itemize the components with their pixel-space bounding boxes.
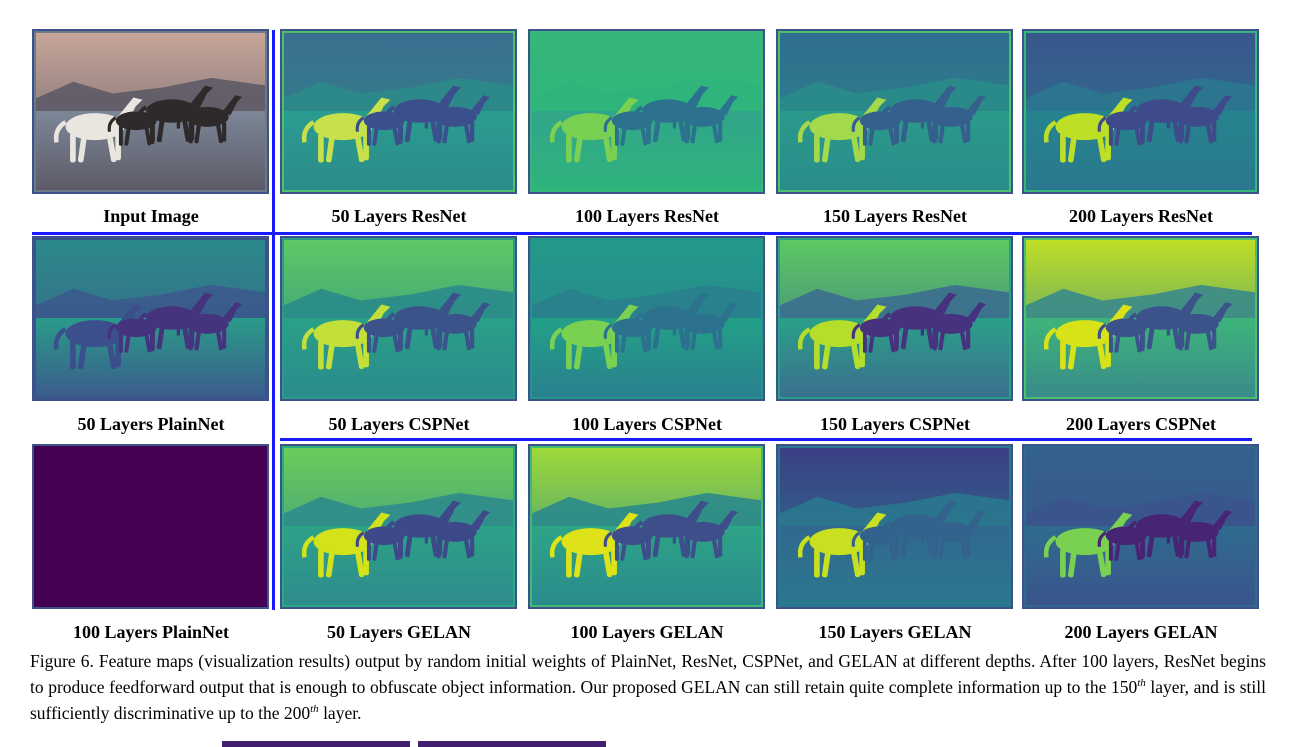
tile-label: 50 Layers ResNet: [331, 206, 467, 226]
tile-label: 150 Layers GELAN: [818, 622, 972, 642]
feature-map-resnet50: [280, 29, 517, 194]
tile-label: 150 Layers ResNet: [823, 206, 967, 226]
feature-map-input: [32, 29, 269, 194]
tile-label: 100 Layers GELAN: [570, 622, 724, 642]
tile-label: 100 Layers CSPNet: [572, 414, 722, 434]
next-figure-strip-left: [222, 741, 410, 747]
tile-label: 200 Layers ResNet: [1069, 206, 1213, 226]
tile-label: 50 Layers PlainNet: [77, 414, 225, 434]
tile-label: 200 Layers CSPNet: [1066, 414, 1216, 434]
tile-label: 200 Layers GELAN: [1064, 622, 1218, 642]
tile-label: 50 Layers GELAN: [327, 622, 471, 642]
feature-map-gelan200: [1022, 444, 1259, 609]
vertical-divider: [272, 30, 275, 610]
feature-map-plain50: [32, 236, 269, 401]
feature-map-plain100: [32, 444, 269, 609]
feature-map-resnet150: [776, 29, 1013, 194]
tile-label: 100 Layers ResNet: [575, 206, 719, 226]
divider-row2: [280, 438, 1252, 441]
feature-map-csp100: [528, 236, 765, 401]
tile-label: 50 Layers CSPNet: [328, 414, 470, 434]
tile-label: 100 Layers PlainNet: [73, 622, 229, 642]
feature-map-resnet200: [1022, 29, 1259, 194]
feature-map-resnet100: [528, 29, 765, 194]
feature-map-csp200: [1022, 236, 1259, 401]
feature-map-csp150: [776, 236, 1013, 401]
tile-label: 150 Layers CSPNet: [820, 414, 970, 434]
feature-map-gelan100: [528, 444, 765, 609]
feature-map-gelan50: [280, 444, 517, 609]
next-figure-strip-right: [418, 741, 606, 747]
divider-row1: [32, 232, 1252, 235]
figure-caption: Figure 6. Feature maps (visualization re…: [30, 651, 1266, 723]
feature-map-gelan150: [776, 444, 1013, 609]
tile-label: Input Image: [103, 206, 199, 226]
feature-map-csp50: [280, 236, 517, 401]
